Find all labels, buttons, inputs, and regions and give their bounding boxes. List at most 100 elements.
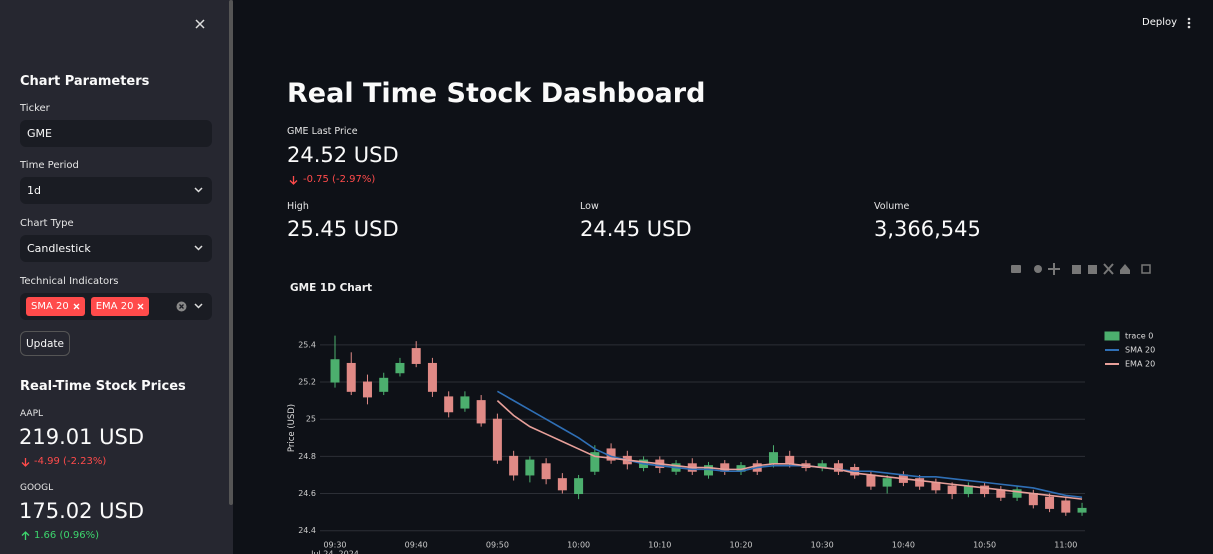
price-symbol: GOOGL (20, 483, 54, 493)
pan-icon[interactable] (1048, 263, 1060, 275)
candle-body (833, 463, 843, 472)
candle-body (330, 359, 340, 383)
up-arrow (21, 531, 30, 540)
metric-label: High (287, 201, 309, 212)
chevron (194, 303, 203, 309)
ticker-value: GME (27, 127, 52, 140)
metric-delta: -0.75 (-2.97%) (303, 174, 376, 185)
metric-value: 3,366,545 (874, 217, 981, 241)
y-axis-label: Price (USD) (287, 404, 297, 452)
x-tick-label: 09:40 (405, 541, 428, 550)
update-button[interactable]: Update (20, 331, 70, 356)
y-tick-label: 24.8 (298, 452, 316, 461)
candle-body (395, 362, 405, 374)
candle-body (574, 478, 584, 495)
autoscale-icon[interactable] (1103, 263, 1114, 275)
y-tick-label: 25.4 (298, 340, 316, 349)
metric-label: Volume (874, 201, 910, 212)
price-value: 219.01 USD (19, 425, 145, 449)
period-label: Time Period (20, 160, 79, 171)
prices-title: Real-Time Stock Prices (20, 379, 186, 394)
remove-tag[interactable] (137, 303, 144, 310)
candle-body (476, 400, 486, 424)
modebar (1011, 263, 1151, 275)
metric-value: 24.52 USD (287, 143, 399, 167)
x-tick-label: 10:30 (811, 541, 834, 550)
reset-icon[interactable] (1120, 264, 1130, 274)
metric-label: GME Last Price (287, 126, 358, 137)
candle-body (882, 478, 892, 487)
period-value: 1d (27, 184, 41, 197)
type-value: Candlestick (27, 242, 91, 255)
clear-all[interactable] (176, 301, 187, 312)
candle-body (768, 452, 778, 465)
page-title: Real Time Stock Dashboard (287, 78, 706, 109)
chart: GME 1D Chart Price (USD) 24.4 24.6 24.8 25 2… (287, 263, 1155, 554)
down-arrow (21, 458, 30, 467)
candle-body (379, 377, 389, 392)
price-change: -4.99 (-2.23%) (34, 456, 107, 467)
candle-body (541, 463, 551, 480)
candle-body (411, 348, 421, 364)
candle-body (1012, 489, 1022, 498)
zoom-out-icon[interactable] (1088, 265, 1097, 274)
x-tick-label: 09:50 (486, 541, 509, 550)
candle-body (785, 455, 795, 465)
zoom-in-icon[interactable] (1072, 265, 1081, 274)
metric-value: 25.45 USD (287, 217, 399, 241)
type-select[interactable]: Candlestick (20, 235, 212, 262)
remove-tag[interactable] (73, 303, 80, 310)
legend-label: trace 0 (1125, 332, 1153, 341)
candle-body (460, 396, 470, 409)
period-select[interactable]: 1d (20, 177, 212, 204)
ticker-input[interactable]: GME (20, 120, 212, 147)
x-tick-label: 11:00 (1054, 541, 1077, 550)
y-tick-label: 25 (306, 415, 316, 424)
candle-body (362, 381, 372, 398)
candle-body (509, 455, 519, 476)
y-tick-label: 25.2 (298, 378, 316, 387)
price-symbol: AAPL (20, 409, 44, 419)
indicator-line (496, 400, 1083, 500)
candle-body (947, 485, 957, 495)
x-tick-label: 10:00 (567, 541, 590, 550)
close-sidebar[interactable] (194, 18, 206, 30)
candle-body (444, 396, 454, 413)
indicator-text: EMA 20 (95, 301, 134, 312)
deploy-button[interactable]: Deploy (1142, 17, 1178, 28)
legend-swatch (1104, 331, 1120, 341)
chevron (194, 245, 203, 251)
y-tick-label: 24.6 (298, 489, 316, 498)
menu-button[interactable] (1186, 16, 1192, 30)
y-tick-label: 24.4 (298, 526, 316, 535)
zoom-icon[interactable] (1034, 265, 1042, 273)
x-tick-label: 10:10 (648, 541, 671, 550)
candle-body (1077, 507, 1087, 513)
x-tick-label: 10:40 (892, 541, 915, 550)
price-change: 1.66 (0.96%) (34, 530, 100, 541)
candle-body (346, 362, 356, 392)
fullscreen-icon[interactable] (1141, 264, 1151, 274)
sidebar: Chart Parameters Ticker GME Time Period … (0, 0, 233, 554)
candle-body (1028, 493, 1038, 506)
x-tick-label: 10:50 (973, 541, 996, 550)
indicator-tag[interactable]: SMA 20 (26, 297, 85, 316)
indicators-label: Technical Indicators (20, 276, 119, 287)
ticker-label: Ticker (20, 103, 50, 114)
metric-label: Low (580, 201, 599, 212)
indicators-select[interactable]: SMA 20 EMA 20 (20, 293, 212, 320)
down-arrow (289, 176, 298, 185)
candle-body (427, 362, 437, 392)
candle-body (915, 478, 925, 487)
chart-title: GME 1D Chart (290, 282, 372, 294)
candle-body (557, 478, 567, 491)
indicator-text: SMA 20 (31, 301, 69, 312)
legend-label: EMA 20 (1125, 360, 1155, 369)
sidebar-title: Chart Parameters (20, 74, 150, 89)
camera-icon[interactable] (1011, 265, 1021, 273)
candle-body (525, 459, 535, 476)
x-tick-label: 09:30 (323, 541, 346, 550)
indicator-tag[interactable]: EMA 20 (90, 297, 150, 316)
legend-label: SMA 20 (1125, 346, 1155, 355)
